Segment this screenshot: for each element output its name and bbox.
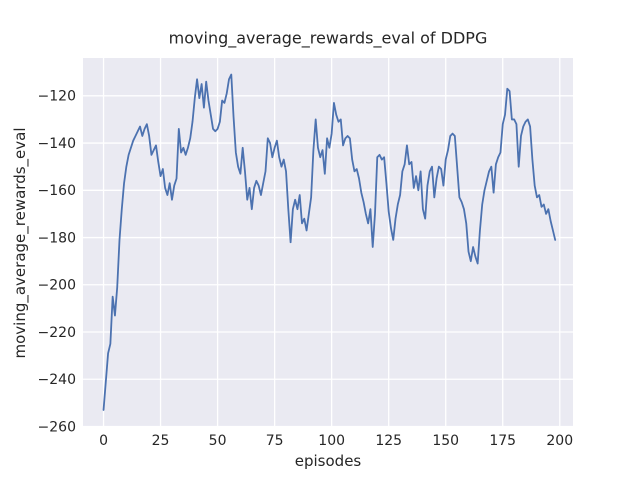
x-tick-label: 75 [266, 433, 284, 449]
x-axis-label: episodes [294, 452, 362, 470]
chart-title: moving_average_rewards_eval of DDPG [168, 28, 488, 48]
y-tick-label: −260 [38, 419, 76, 435]
x-tick-label: 100 [318, 433, 345, 449]
x-tick-label: 150 [432, 433, 459, 449]
x-tick-label: 125 [375, 433, 402, 449]
y-tick-label: −180 [38, 230, 76, 246]
y-tick-label: −160 [38, 183, 76, 199]
x-tick-label: 25 [152, 433, 170, 449]
series-line-moving_average_rewards_eval [102, 73, 557, 411]
x-tick-label: 50 [209, 433, 227, 449]
plot-area [83, 58, 573, 427]
y-axis-label: moving_average_rewards_eval [11, 127, 29, 359]
y-tick-label: −240 [38, 372, 76, 388]
y-tick-label: −140 [38, 136, 76, 152]
y-tick-label: −200 [38, 278, 76, 294]
x-tick-label: 175 [489, 433, 516, 449]
x-tick-label: 0 [99, 433, 108, 449]
y-tick-label: −220 [38, 325, 76, 341]
y-tick-label: −120 [38, 89, 76, 105]
x-tick-label: 200 [546, 433, 573, 449]
